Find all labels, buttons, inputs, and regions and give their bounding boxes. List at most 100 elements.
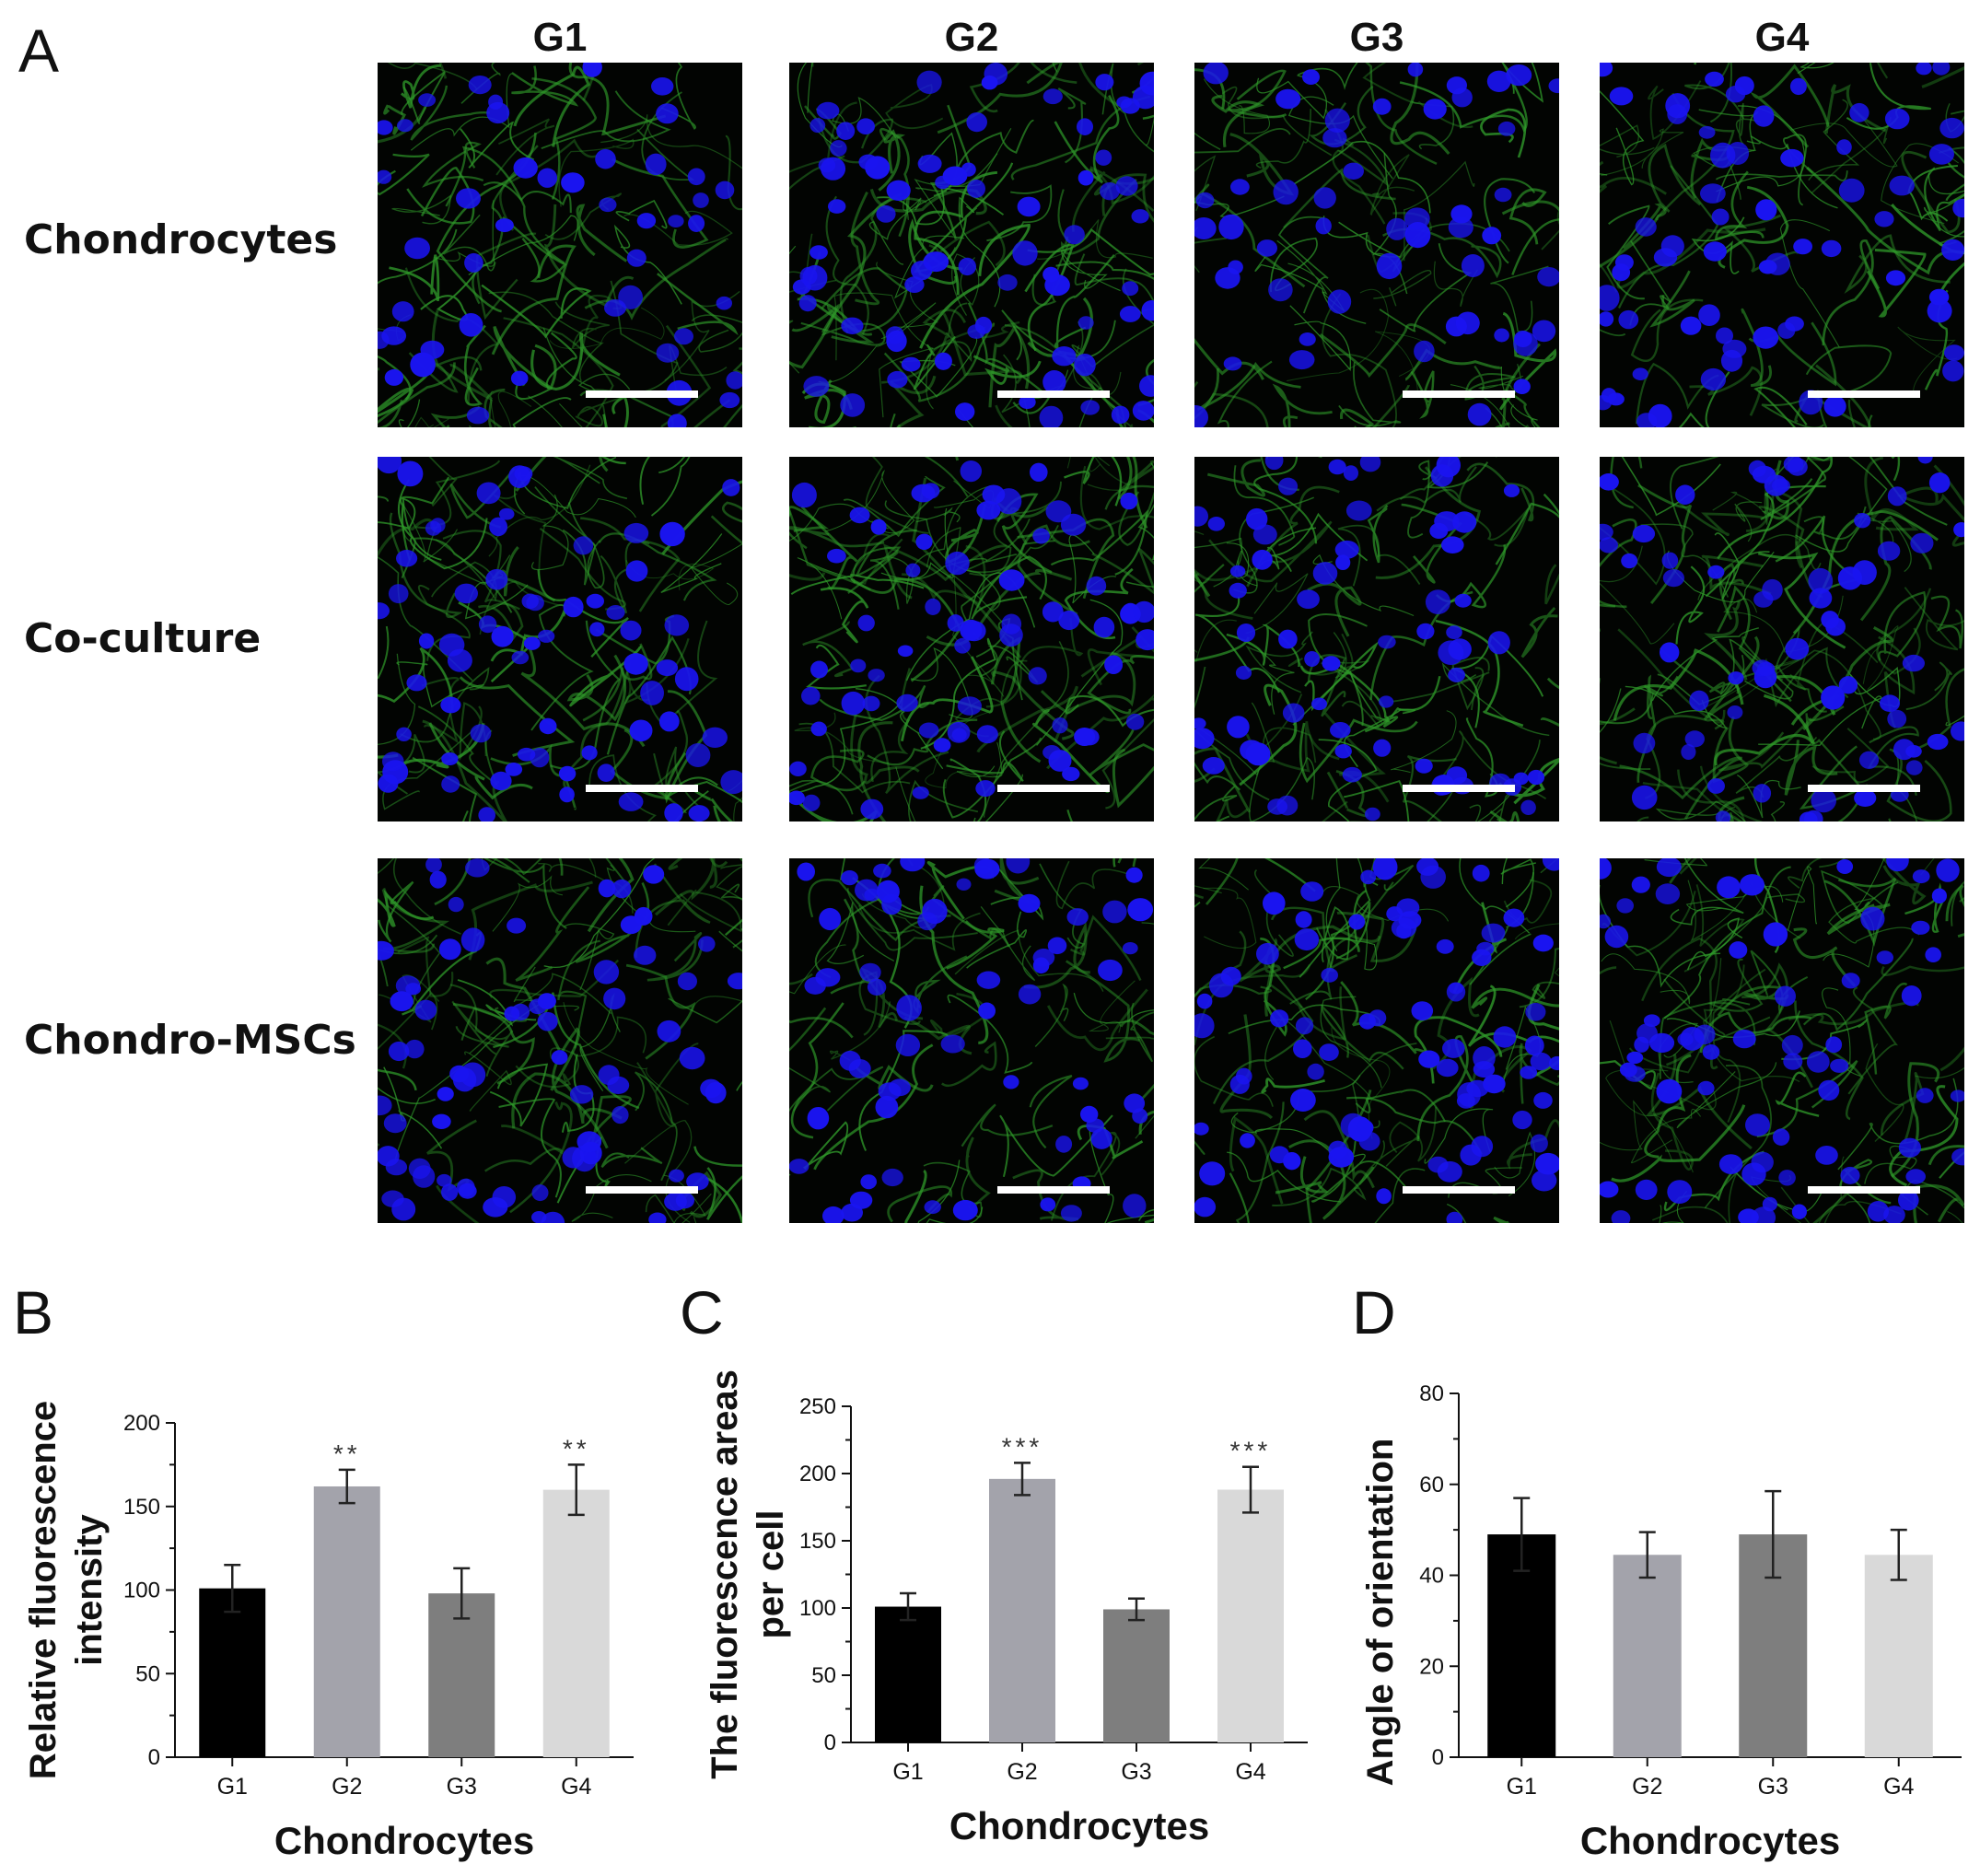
cell-nucleus <box>1365 807 1380 821</box>
cell-nucleus <box>1917 457 1933 464</box>
actin-fiber <box>1235 1101 1285 1223</box>
cell-nucleus <box>1910 532 1934 553</box>
actin-fiber <box>1390 63 1450 156</box>
cell-nucleus <box>1757 661 1776 677</box>
actin-fiber <box>1866 249 1927 318</box>
cell-nucleus <box>531 1184 549 1202</box>
actin-fiber <box>940 1041 997 1088</box>
actin-fiber <box>1194 1140 1205 1155</box>
cell-nucleus <box>1436 1058 1459 1078</box>
cell-nucleus <box>1809 588 1833 609</box>
actin-fiber <box>1532 981 1559 999</box>
cell-nucleus <box>1600 311 1614 327</box>
actin-fiber <box>1119 1020 1154 1101</box>
cell-nucleus <box>915 533 933 550</box>
cell-nucleus <box>1532 934 1554 952</box>
actin-fiber <box>1069 915 1142 982</box>
actin-fiber <box>789 1066 832 1112</box>
actin-fiber <box>1741 308 1772 387</box>
cell-nucleus <box>558 765 577 782</box>
cell-nucleus <box>1328 459 1346 475</box>
cell-nucleus <box>1535 1152 1559 1175</box>
actin-fiber <box>1117 460 1154 494</box>
cell-nucleus <box>1783 1053 1803 1070</box>
cell-nucleus <box>396 550 418 567</box>
cell-nucleus <box>1120 492 1138 510</box>
micrograph-chondro-mscs-g2 <box>789 858 1154 1223</box>
actin-fiber <box>1074 253 1154 305</box>
cell-nucleus <box>870 519 887 535</box>
actin-fiber <box>1750 64 1830 148</box>
cell-nucleus <box>1684 730 1705 748</box>
cell-nucleus <box>623 653 648 675</box>
cell-nucleus <box>1322 656 1341 671</box>
actin-fiber <box>515 1050 579 1089</box>
actin-fiber <box>1705 893 1806 961</box>
cell-nucleus <box>581 745 598 761</box>
actin-fiber <box>963 518 1059 574</box>
cell-nucleus <box>607 1076 630 1094</box>
cell-nucleus <box>1912 869 1930 884</box>
cell-nucleus <box>960 619 983 641</box>
actin-fiber <box>1293 140 1431 214</box>
actin-fiber <box>1630 1108 1702 1163</box>
scale-bar <box>1808 390 1920 398</box>
actin-fiber <box>1601 953 1691 1005</box>
cell-nucleus <box>1705 71 1724 87</box>
cell-nucleus <box>1132 1108 1148 1124</box>
cell-nucleus <box>1793 239 1812 255</box>
cell-nucleus <box>1324 108 1350 133</box>
actin-fiber <box>821 267 910 332</box>
cell-nucleus <box>1017 196 1041 217</box>
actin-fiber <box>442 530 520 611</box>
actin-fiber <box>865 457 929 534</box>
cell-nucleus <box>1732 1029 1756 1049</box>
actin-fiber <box>451 1000 509 1055</box>
actin-fiber <box>790 1002 844 1139</box>
actin-fiber <box>1600 90 1645 186</box>
cell-nucleus <box>1077 169 1094 186</box>
actin-fiber <box>528 395 583 427</box>
actin-fiber <box>557 939 600 1049</box>
cell-nucleus <box>1246 507 1268 530</box>
cell-nucleus <box>896 995 922 1021</box>
cell-nucleus <box>1936 858 1960 882</box>
cell-nucleus <box>1741 1162 1766 1186</box>
cell-nucleus <box>1195 192 1215 209</box>
cell-nucleus <box>918 722 939 739</box>
cell-nucleus <box>573 536 594 555</box>
cell-nucleus <box>1942 360 1964 382</box>
actin-fiber <box>1904 882 1946 933</box>
actin-fiber <box>789 1007 827 1052</box>
actin-fiber <box>1648 143 1702 213</box>
cell-nucleus <box>1127 898 1154 922</box>
significance-marker: ** <box>563 1434 590 1462</box>
cell-nucleus <box>830 140 847 157</box>
actin-fiber <box>1792 510 1939 635</box>
actin-fiber <box>463 324 486 406</box>
cell-nucleus <box>1240 1133 1255 1148</box>
actin-fiber <box>806 644 867 690</box>
cell-nucleus <box>603 987 626 1010</box>
actin-fiber <box>646 932 704 982</box>
actin-fiber <box>1706 958 1764 1045</box>
cell-nucleus <box>1600 523 1613 541</box>
cell-nucleus <box>1548 78 1559 94</box>
actin-fiber <box>967 302 1051 414</box>
cell-nucleus <box>1256 239 1277 257</box>
actin-fiber <box>1373 270 1432 307</box>
actin-fiber <box>530 332 621 391</box>
y-axis-title: Relative fluorescence <box>23 1401 64 1779</box>
cell-nucleus <box>798 295 817 312</box>
cell-nucleus <box>895 1033 921 1056</box>
actin-fiber <box>378 625 390 680</box>
actin-fiber <box>378 880 414 943</box>
cell-nucleus <box>1042 266 1060 283</box>
cell-nucleus <box>1218 214 1244 240</box>
actin-fiber <box>1619 756 1742 820</box>
actin-fiber <box>1670 858 1744 926</box>
cell-nucleus <box>954 637 971 654</box>
actin-fiber <box>1847 399 1856 427</box>
cell-nucleus <box>1437 1160 1462 1183</box>
